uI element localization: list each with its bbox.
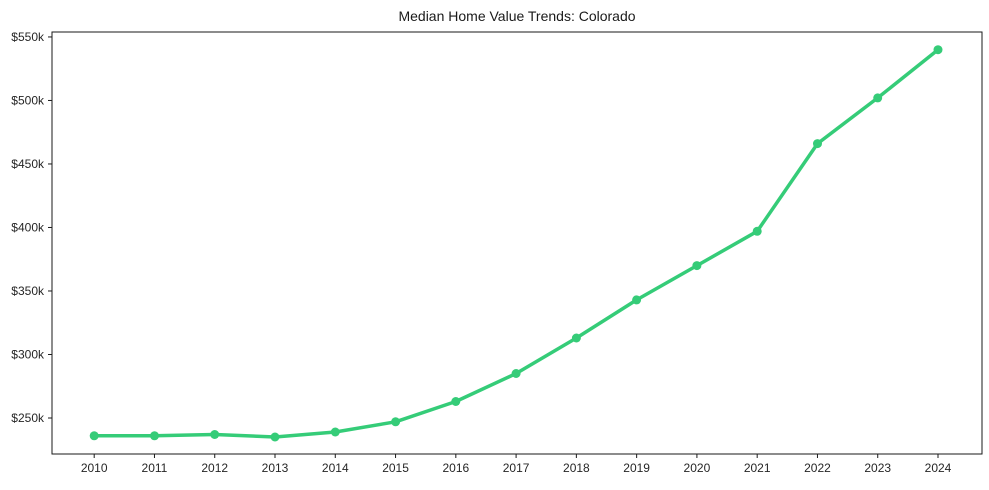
x-tick-label: 2019 <box>623 461 650 475</box>
x-tick-label: 2011 <box>142 461 168 475</box>
x-tick-label: 2020 <box>684 461 711 475</box>
series-line <box>92 47 940 439</box>
data-point-marker <box>511 369 521 378</box>
data-point-marker <box>813 139 822 149</box>
data-point-marker <box>692 261 702 271</box>
x-tick-label: 2010 <box>81 461 108 475</box>
chart-title: Median Home Value Trends: Colorado <box>398 8 635 24</box>
y-tick-label: $350k <box>11 284 45 298</box>
y-tick-label: $550k <box>11 30 45 44</box>
data-point-marker <box>210 430 220 439</box>
y-tick-label: $450k <box>11 157 45 171</box>
plot-frame <box>51 31 983 455</box>
x-tick-label: 2018 <box>563 461 590 475</box>
data-point-marker <box>752 226 762 236</box>
data-point-marker <box>391 417 401 427</box>
data-point-marker <box>330 427 340 437</box>
data-point-marker <box>270 432 280 442</box>
data-point-marker <box>632 295 642 305</box>
x-tick-label: 2013 <box>262 461 289 475</box>
x-tick-label: 2023 <box>864 461 891 475</box>
x-tick-label: 2024 <box>925 461 952 475</box>
y-tick-label: $300k <box>11 347 45 361</box>
y-tick-label: $400k <box>11 220 45 234</box>
x-tick-label: 2016 <box>442 461 469 475</box>
data-point-marker <box>873 93 883 103</box>
x-tick-label: 2017 <box>503 461 530 475</box>
x-tick-label: 2022 <box>804 461 831 475</box>
plot-area: $250k $300k $350k $400k $450k $500k $550k 2010 2… <box>11 30 983 475</box>
y-tick-label: $500k <box>11 93 45 107</box>
x-tick-label: 2014 <box>322 461 349 475</box>
x-tick-label: 2012 <box>201 461 228 475</box>
data-point-marker <box>933 45 943 55</box>
data-point-marker <box>89 431 99 441</box>
x-tick-label: 2015 <box>382 461 409 475</box>
data-point-marker <box>451 397 461 406</box>
data-point-marker <box>571 333 581 343</box>
y-tick-label: $250k <box>11 411 45 425</box>
data-point-marker <box>150 431 159 441</box>
x-tick-label: 2021 <box>744 461 771 475</box>
